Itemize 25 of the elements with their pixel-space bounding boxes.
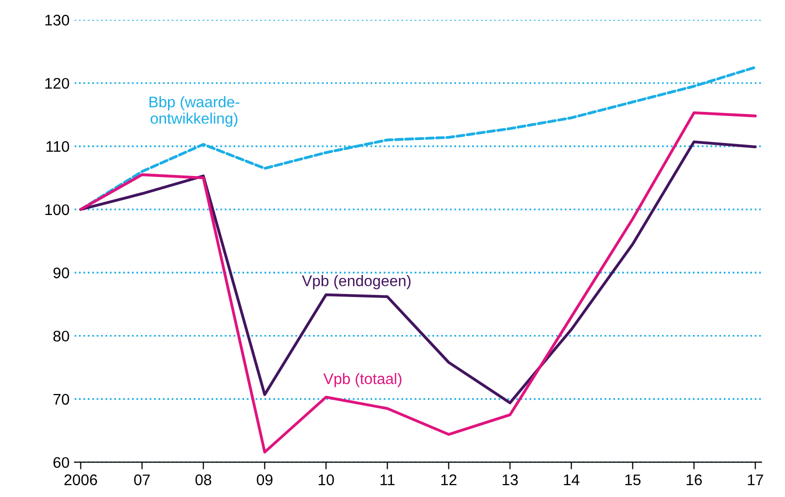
x-tick-label: 13 bbox=[502, 474, 518, 486]
y-tick-label: 70 bbox=[54, 394, 70, 405]
series-label: Bbp (waarde- ontwikkeling) bbox=[150, 96, 240, 127]
y-tick-label: 130 bbox=[45, 14, 70, 26]
y-tick-label: 100 bbox=[45, 204, 70, 216]
x-tick-label: 16 bbox=[686, 474, 702, 486]
y-tick-label: 90 bbox=[53, 268, 70, 278]
x-tick-label: 2006 bbox=[64, 474, 98, 486]
x-tick-label: 10 bbox=[318, 474, 334, 486]
series-label: Vpb (endogeen) bbox=[302, 275, 411, 290]
y-tick-label: 120 bbox=[45, 78, 70, 89]
x-tick-label: 08 bbox=[195, 474, 212, 486]
x-tick-label: 14 bbox=[564, 474, 580, 486]
x-tick-label: 09 bbox=[256, 474, 272, 486]
y-tick-label: 110 bbox=[46, 141, 70, 152]
y-tick-label: 80 bbox=[53, 330, 70, 342]
line-series bbox=[79, 140, 757, 404]
series-label: Vpb (totaal) bbox=[323, 372, 402, 388]
x-tick-label: 17 bbox=[748, 474, 764, 486]
x-tick-label: 11 bbox=[380, 474, 395, 486]
line-series bbox=[79, 111, 757, 454]
x-tick-label: 12 bbox=[441, 474, 456, 486]
x-tick-label: 07 bbox=[134, 474, 150, 486]
x-tick-label: 15 bbox=[625, 474, 641, 486]
y-tick-label: 60 bbox=[54, 457, 70, 468]
